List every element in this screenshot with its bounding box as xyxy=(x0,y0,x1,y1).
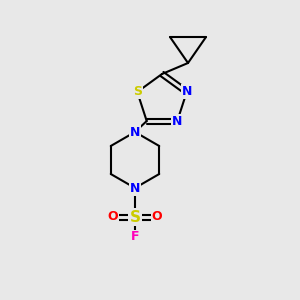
Text: O: O xyxy=(108,211,118,224)
Text: O: O xyxy=(152,211,162,224)
Text: N: N xyxy=(182,85,192,98)
Text: N: N xyxy=(172,115,182,128)
Text: N: N xyxy=(130,182,140,194)
Text: N: N xyxy=(130,125,140,139)
Text: S: S xyxy=(130,209,140,224)
Text: S: S xyxy=(133,85,142,98)
Text: F: F xyxy=(131,230,139,244)
